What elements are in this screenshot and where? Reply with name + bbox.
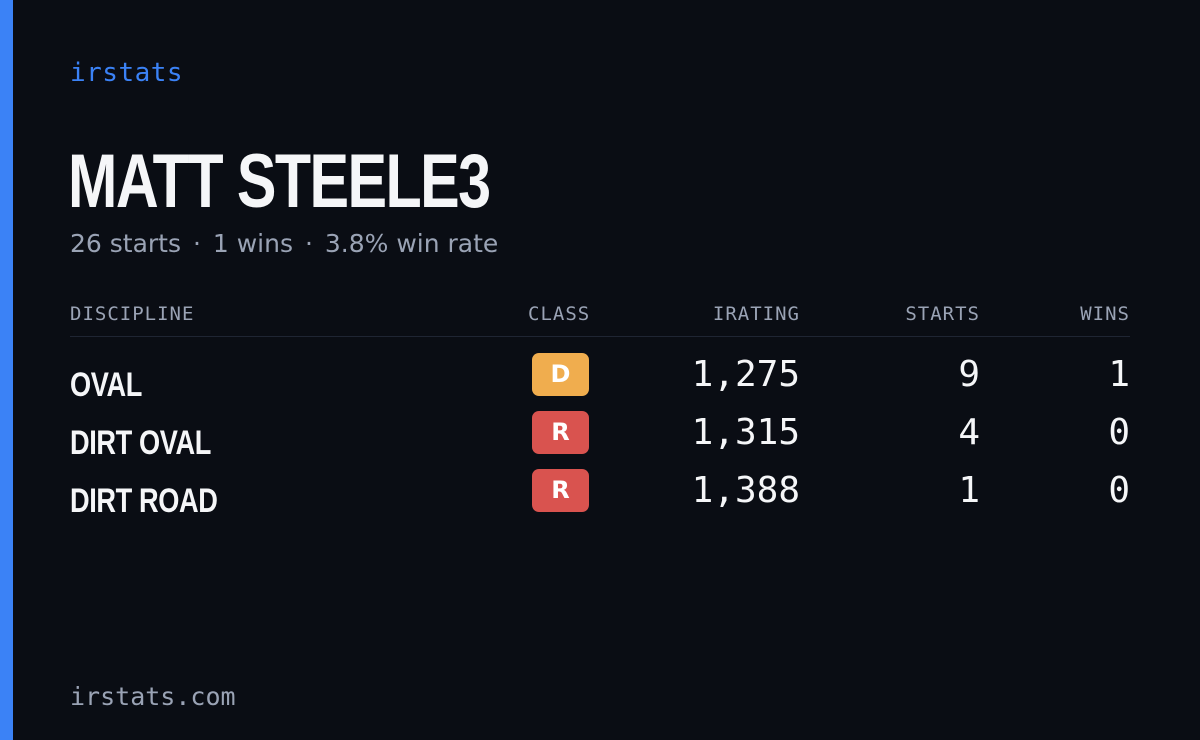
summary-separator: · [192,229,201,258]
wins-value: 0 [1108,470,1130,511]
summary-starts: 26 starts [70,229,182,258]
class-badge: D [532,353,589,396]
summary-separator: · [304,229,313,258]
driver-name: MATT STEELE3 [68,139,491,224]
irating-value: 1,275 [691,354,800,395]
header-starts: STARTS [905,303,980,325]
table-body: OVAL D 1,275 9 1 DIRT OVAL R 1,315 4 0 D… [70,337,1130,527]
summary-wins: 1 wins [212,229,293,258]
irating-value: 1,315 [691,412,800,453]
class-badge: R [532,411,589,454]
class-badge: R [532,469,589,512]
accent-bar [0,0,13,740]
starts-value: 4 [958,412,980,453]
table-row: DIRT ROAD R 1,388 1 0 [70,469,1130,527]
header-irating: IRATING [712,303,800,325]
discipline-name: OVAL [70,366,142,404]
footer-domain: irstats.com [70,682,236,711]
header-discipline: DISCIPLINE [70,303,195,325]
table-header: DISCIPLINE CLASS IRATING STARTS WINS [70,298,1130,337]
driver-summary: 26 starts · 1 wins · 3.8% win rate [70,228,498,260]
wins-value: 1 [1108,354,1130,395]
table-row: DIRT OVAL R 1,315 4 0 [70,411,1130,469]
discipline-stats-table: DISCIPLINE CLASS IRATING STARTS WINS OVA… [70,298,1130,527]
discipline-name: DIRT OVAL [70,424,211,462]
starts-value: 9 [958,354,980,395]
header-class: CLASS [528,303,591,325]
table-row: OVAL D 1,275 9 1 [70,353,1130,411]
summary-win-rate: 3.8% win rate [324,229,499,258]
irating-value: 1,388 [691,470,800,511]
discipline-name: DIRT ROAD [70,482,218,520]
brand-logo-text: irstats [70,58,184,88]
starts-value: 1 [958,470,980,511]
wins-value: 0 [1108,412,1130,453]
header-wins: WINS [1080,303,1130,325]
